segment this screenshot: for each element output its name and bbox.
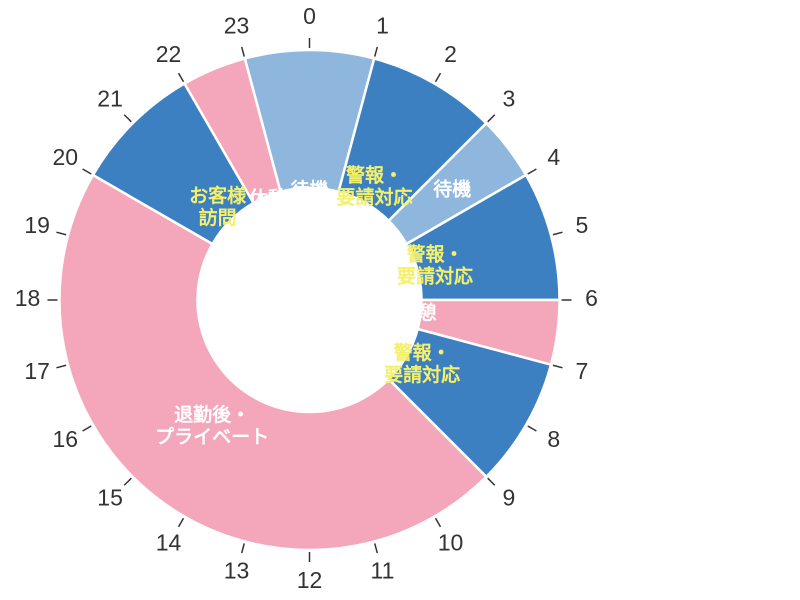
svg-text:16: 16 <box>52 426 78 452</box>
svg-text:6: 6 <box>585 285 598 311</box>
svg-text:13: 13 <box>224 557 250 583</box>
svg-text:要請対応: 要請対応 <box>384 363 460 386</box>
svg-text:4: 4 <box>547 144 560 170</box>
svg-text:訪問: 訪問 <box>199 206 237 229</box>
svg-text:23: 23 <box>224 13 250 39</box>
svg-text:要請対応: 要請対応 <box>336 185 412 208</box>
svg-text:お客様: お客様 <box>189 184 247 207</box>
svg-text:待機: 待機 <box>290 178 328 201</box>
svg-text:待機: 待機 <box>433 177 471 200</box>
svg-text:19: 19 <box>24 212 50 238</box>
svg-text:2: 2 <box>444 41 457 67</box>
svg-text:14: 14 <box>156 529 182 555</box>
svg-text:警報・: 警報・ <box>394 341 451 364</box>
svg-text:休憩: 休憩 <box>248 186 287 209</box>
svg-text:8: 8 <box>547 426 560 452</box>
svg-text:20: 20 <box>52 144 78 170</box>
svg-text:12: 12 <box>297 567 323 593</box>
svg-text:要請対応: 要請対応 <box>397 264 473 287</box>
svg-text:15: 15 <box>97 484 123 510</box>
svg-text:21: 21 <box>97 86 123 112</box>
svg-text:22: 22 <box>156 41 182 67</box>
svg-text:17: 17 <box>24 358 50 384</box>
svg-text:10: 10 <box>438 529 464 555</box>
svg-text:9: 9 <box>503 484 516 510</box>
svg-text:警報・: 警報・ <box>346 163 403 186</box>
svg-text:5: 5 <box>575 212 588 238</box>
svg-text:0: 0 <box>303 3 316 29</box>
svg-text:7: 7 <box>575 358 588 384</box>
svg-text:18: 18 <box>15 285 41 311</box>
svg-text:退勤後・: 退勤後・ <box>174 403 250 426</box>
svg-text:プライベート: プライベート <box>155 425 269 448</box>
svg-text:1: 1 <box>376 13 389 39</box>
svg-text:警報・: 警報・ <box>407 242 464 265</box>
svg-text:11: 11 <box>371 557 395 583</box>
svg-text:休憩: 休憩 <box>398 301 437 324</box>
svg-text:3: 3 <box>503 86 516 112</box>
